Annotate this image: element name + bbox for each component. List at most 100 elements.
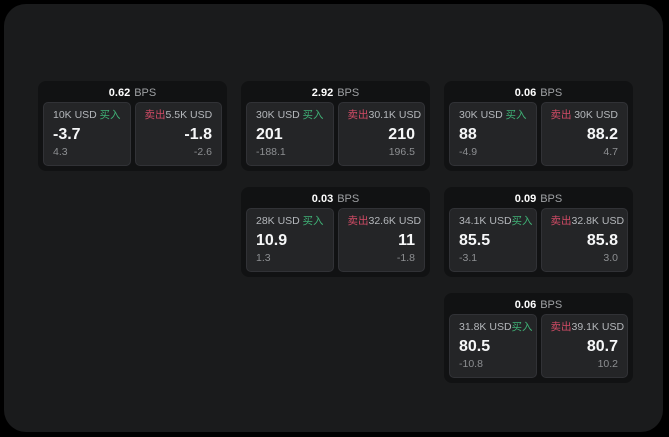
sell-price: 210 [388,126,415,143]
bps-unit-label: BPS [540,299,563,311]
buy-side-label: 买入 [505,109,527,121]
buy-price: 201 [256,126,283,143]
sell-amount: 5.5K USD [165,109,213,121]
sell-price: 88.2 [586,126,618,143]
quote-card: 0.62 BPS 10K USD 买入 -3.7 4.3 卖出 5.5K USD [38,81,227,171]
quote-grid: 0.62 BPS 10K USD 买入 -3.7 4.3 卖出 5.5K USD [38,81,633,383]
sell-panel[interactable]: 卖出 5.5K USD -1.8 -2.6 [134,102,222,166]
bps-unit-label: BPS [540,193,563,205]
bps-value: 0.06 [514,299,537,311]
buy-side-label: 买入 [99,109,121,121]
bps-value: 0.09 [514,193,537,205]
bps-value: 0.06 [514,87,537,99]
sell-side-label: 卖出 [550,321,572,333]
sell-panel-top: 卖出 30.1K USD [347,109,422,122]
quote-card: 0.03 BPS 28K USD 买入 10.9 1.3 卖出 32.6K US… [241,187,430,277]
buy-amount: 30K USD [459,109,503,121]
buy-delta: -188.1 [256,146,286,158]
buy-amount: 10K USD [53,109,97,121]
bps-value: 0.62 [108,87,131,99]
buy-amount: 28K USD [256,215,300,227]
buy-price: -3.7 [53,126,81,143]
sell-panel[interactable]: 卖出 39.1K USD 80.7 10.2 [540,314,628,378]
sell-delta: 10.2 [597,358,618,370]
buy-panel[interactable]: 30K USD 买入 201 -188.1 [246,102,334,166]
panels: 31.8K USD 买入 80.5 -10.8 卖出 39.1K USD 80.… [449,314,628,378]
panels: 30K USD 买入 88 -4.9 卖出 30K USD 88.2 4.7 [449,102,628,166]
bps-header: 0.03 BPS [246,190,425,208]
buy-amount: 30K USD [256,109,300,121]
sell-side-label: 卖出 [550,215,572,227]
buy-panel[interactable]: 28K USD 买入 10.9 1.3 [246,208,334,272]
sell-panel-top: 卖出 30K USD [551,109,619,122]
sell-panel[interactable]: 卖出 30K USD 88.2 4.7 [540,102,628,166]
quote-card: 0.06 BPS 31.8K USD 买入 80.5 -10.8 卖出 39.1… [444,293,633,383]
sell-delta: 3.0 [603,252,618,264]
buy-delta: 1.3 [256,252,271,264]
bps-unit-label: BPS [337,87,360,99]
sell-side-label: 卖出 [144,109,166,121]
sell-amount: 39.1K USD [571,321,625,333]
sell-side-label: 卖出 [347,109,369,121]
buy-amount: 31.8K USD [459,321,512,333]
sell-panel[interactable]: 卖出 32.6K USD 11 -1.8 [337,208,425,272]
quote-card: 2.92 BPS 30K USD 买入 201 -188.1 卖出 30.1K … [241,81,430,171]
sell-panel[interactable]: 卖出 30.1K USD 210 196.5 [337,102,425,166]
sell-price: 85.8 [586,232,618,249]
panels: 10K USD 买入 -3.7 4.3 卖出 5.5K USD -1.8 -2.… [43,102,222,166]
buy-amount: 34.1K USD [459,215,512,227]
buy-delta: -4.9 [459,146,478,158]
buy-delta: -10.8 [459,358,483,370]
buy-panel-top: 10K USD 买入 [53,109,121,122]
bps-unit-label: BPS [540,87,563,99]
sell-price: 80.7 [586,338,618,355]
sell-side-label: 卖出 [347,215,369,227]
buy-side-label: 买入 [302,215,324,227]
bps-unit-label: BPS [134,87,157,99]
buy-side-label: 买入 [511,215,533,227]
sell-side-label: 卖出 [550,109,572,121]
sell-delta: -2.6 [193,146,212,158]
sell-price: -1.8 [184,126,212,143]
bps-header: 0.06 BPS [449,296,628,314]
buy-panel-top: 34.1K USD 买入 [459,215,533,228]
buy-delta: 4.3 [53,146,68,158]
sell-amount: 32.8K USD [571,215,625,227]
buy-delta: -3.1 [459,252,478,264]
sell-delta: 196.5 [388,146,415,158]
bps-value: 2.92 [311,87,334,99]
bps-value: 0.03 [311,193,334,205]
buy-panel[interactable]: 34.1K USD 买入 85.5 -3.1 [449,208,537,272]
bps-header: 0.06 BPS [449,84,628,102]
buy-side-label: 买入 [302,109,324,121]
buy-panel-top: 30K USD 买入 [459,109,527,122]
buy-price: 10.9 [256,232,288,249]
app-window: 0.62 BPS 10K USD 买入 -3.7 4.3 卖出 5.5K USD [4,4,663,432]
bps-unit-label: BPS [337,193,360,205]
buy-panel-top: 31.8K USD 买入 [459,321,533,334]
bps-header: 2.92 BPS [246,84,425,102]
sell-delta: 4.7 [603,146,618,158]
buy-price: 85.5 [459,232,491,249]
buy-panel-top: 30K USD 买入 [256,109,324,122]
buy-panel-top: 28K USD 买入 [256,215,324,228]
buy-panel[interactable]: 30K USD 买入 88 -4.9 [449,102,537,166]
sell-panel-top: 卖出 32.6K USD [347,215,422,228]
buy-panel[interactable]: 10K USD 买入 -3.7 4.3 [43,102,131,166]
sell-amount: 30K USD [574,109,618,121]
sell-price: 11 [398,232,415,249]
panels: 30K USD 买入 201 -188.1 卖出 30.1K USD 210 1… [246,102,425,166]
buy-price: 80.5 [459,338,491,355]
buy-panel[interactable]: 31.8K USD 买入 80.5 -10.8 [449,314,537,378]
sell-amount: 30.1K USD [368,109,422,121]
quote-card: 0.09 BPS 34.1K USD 买入 85.5 -3.1 卖出 32.8K… [444,187,633,277]
bps-header: 0.09 BPS [449,190,628,208]
buy-side-label: 买入 [511,321,533,333]
sell-panel-top: 卖出 5.5K USD [145,109,213,122]
sell-panel[interactable]: 卖出 32.8K USD 85.8 3.0 [540,208,628,272]
sell-delta: -1.8 [396,252,415,264]
bps-header: 0.62 BPS [43,84,222,102]
panels: 34.1K USD 买入 85.5 -3.1 卖出 32.8K USD 85.8… [449,208,628,272]
sell-panel-top: 卖出 32.8K USD [550,215,625,228]
buy-price: 88 [459,126,477,143]
